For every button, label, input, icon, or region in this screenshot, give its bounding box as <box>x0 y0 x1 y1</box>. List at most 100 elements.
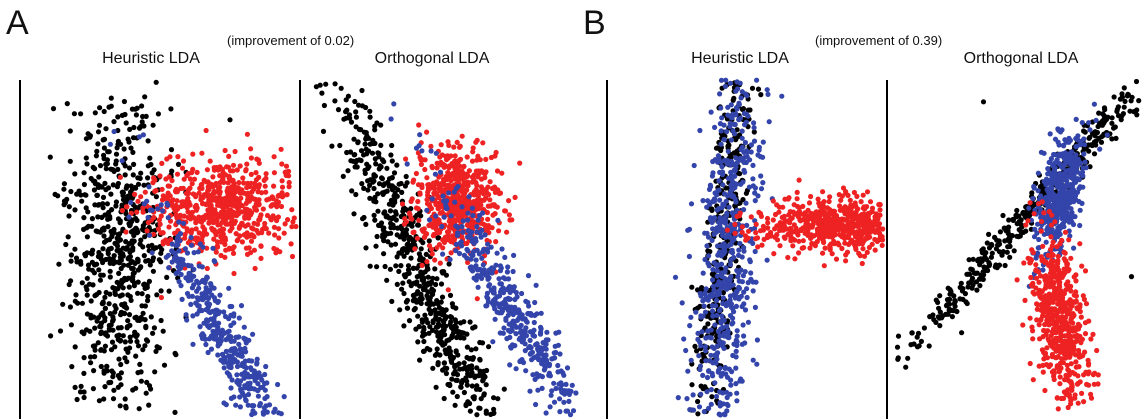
data-point <box>248 238 255 244</box>
data-point <box>61 181 67 187</box>
data-point <box>231 220 237 226</box>
data-point <box>700 372 706 378</box>
data-point <box>158 294 164 301</box>
data-point <box>977 262 983 268</box>
data-point <box>389 187 395 193</box>
data-point <box>503 315 509 322</box>
data-point <box>233 402 239 408</box>
data-point <box>473 346 479 352</box>
data-point <box>969 285 975 291</box>
data-point <box>71 111 77 117</box>
data-point <box>213 322 219 328</box>
data-point <box>110 327 116 333</box>
data-point <box>536 357 542 363</box>
data-point <box>771 251 777 257</box>
data-point <box>714 282 720 288</box>
data-point <box>490 202 496 208</box>
data-point <box>741 110 748 117</box>
data-point <box>257 401 263 407</box>
data-point <box>486 344 492 350</box>
data-point <box>513 366 519 372</box>
data-point <box>742 307 749 313</box>
data-point <box>468 235 474 241</box>
data-point <box>378 122 384 128</box>
data-point <box>729 178 735 184</box>
data-point <box>408 283 414 289</box>
data-point <box>468 347 474 353</box>
data-point <box>158 288 164 294</box>
data-point <box>450 170 456 176</box>
data-point <box>688 201 695 207</box>
data-point <box>499 246 505 252</box>
data-point <box>104 201 110 207</box>
data-point <box>497 263 503 269</box>
data-point <box>739 89 745 95</box>
data-point <box>451 189 457 195</box>
data-point <box>732 196 738 202</box>
data-point <box>126 139 132 145</box>
data-point <box>449 333 455 339</box>
data-point <box>432 257 438 263</box>
data-point <box>135 290 141 296</box>
data-point <box>205 179 211 185</box>
data-point <box>770 198 776 204</box>
data-point <box>369 150 376 156</box>
data-point <box>151 167 157 173</box>
data-point <box>189 181 195 187</box>
data-point <box>245 402 251 408</box>
data-point <box>98 347 104 353</box>
data-point <box>723 234 729 240</box>
data-point <box>523 298 529 304</box>
data-point <box>711 215 717 221</box>
data-point <box>215 337 221 343</box>
data-point <box>347 149 354 155</box>
data-point <box>470 149 476 155</box>
data-point <box>872 236 878 243</box>
data-point <box>286 173 292 179</box>
data-point <box>190 341 196 347</box>
data-point <box>759 242 765 248</box>
data-point <box>223 348 229 354</box>
data-point <box>399 201 406 207</box>
data-point <box>153 194 159 200</box>
data-point <box>684 396 690 402</box>
data-point <box>712 322 718 328</box>
scatter-plot-b-orthogonal <box>894 78 1142 412</box>
data-point <box>704 243 710 249</box>
data-point <box>262 220 268 227</box>
data-point <box>727 123 733 130</box>
data-point <box>867 199 874 205</box>
data-point <box>1011 248 1017 254</box>
data-point <box>196 295 202 301</box>
data-point <box>435 235 441 241</box>
data-point <box>204 274 210 281</box>
data-point <box>262 380 268 387</box>
data-point <box>233 350 239 356</box>
improvement-label-a: (improvement of 0.02) <box>227 33 355 48</box>
data-point <box>794 189 800 195</box>
data-point <box>528 312 535 318</box>
data-point <box>111 226 117 233</box>
data-point <box>720 295 727 301</box>
data-point <box>359 87 365 94</box>
data-point <box>710 267 716 273</box>
data-point <box>185 195 191 201</box>
data-point <box>731 95 737 101</box>
data-point <box>166 265 172 271</box>
data-point <box>465 210 471 216</box>
data-point <box>184 172 190 179</box>
data-point <box>690 392 696 398</box>
data-point <box>527 388 533 394</box>
data-point <box>109 207 115 213</box>
data-point <box>489 270 495 276</box>
data-point <box>709 207 715 213</box>
data-point <box>699 285 705 291</box>
data-point <box>451 144 457 150</box>
data-point <box>474 412 480 418</box>
data-point <box>430 320 436 326</box>
data-point <box>353 109 359 115</box>
data-point <box>1094 129 1100 136</box>
data-point <box>442 332 448 338</box>
data-point <box>88 298 94 304</box>
data-point <box>721 345 727 351</box>
